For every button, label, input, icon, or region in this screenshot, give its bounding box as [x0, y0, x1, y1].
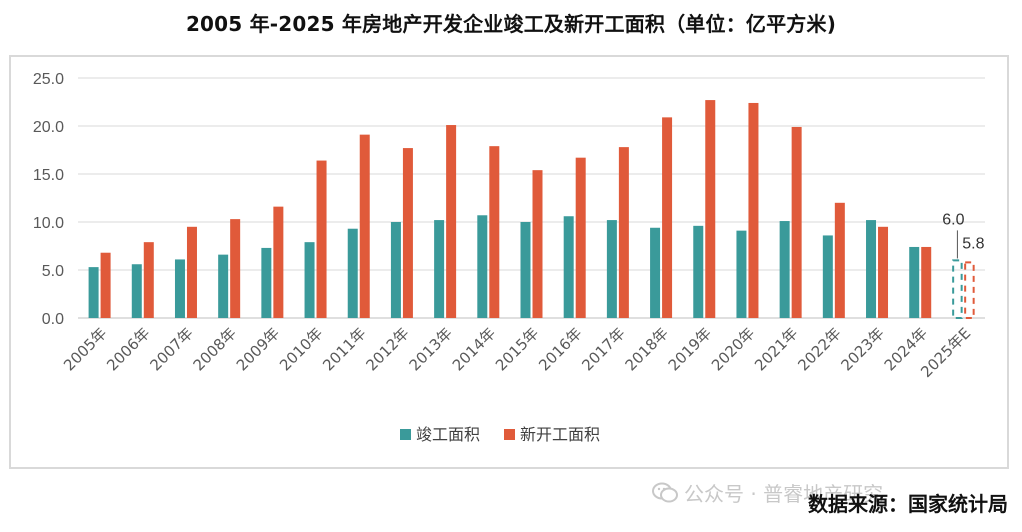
- bar-started: [532, 170, 543, 318]
- x-tick-label: 2022年: [794, 324, 844, 374]
- x-tick-label: 2008年: [190, 324, 240, 374]
- bar-completed: [866, 220, 877, 318]
- x-tick-label: 2010年: [276, 324, 326, 374]
- bar-started: [921, 246, 932, 318]
- x-tick-label: 2017年: [578, 324, 628, 374]
- bar-started: [662, 117, 673, 318]
- bar-completed: [563, 216, 574, 318]
- y-tick-label: 10.0: [33, 215, 64, 232]
- legend-label: 新开工面积: [520, 425, 600, 444]
- bar-completed: [650, 227, 661, 318]
- legend-label: 竣工面积: [416, 425, 480, 444]
- chart-title: 2005 年-2025 年房地产开发企业竣工及新开工面积（单位：亿平方米): [185, 12, 837, 36]
- data-labels: 6.05.8: [942, 211, 985, 259]
- x-tick-label: 2015年: [492, 324, 542, 374]
- x-tick-label: 2016年: [535, 324, 585, 374]
- watermark-text: 公众号 · 普睿地产研究: [684, 482, 884, 506]
- bar-completed: [606, 220, 617, 318]
- bar-started: [186, 226, 197, 318]
- bar-completed: [909, 246, 920, 318]
- bar-started: [230, 219, 241, 318]
- x-axis-ticks: 2005年2006年2007年2008年2009年2010年2011年2012年…: [60, 324, 974, 381]
- gridlines: [78, 77, 985, 319]
- data-label: 5.8: [962, 235, 984, 252]
- bar-completed: [131, 264, 142, 318]
- x-tick-label: 2013年: [406, 324, 456, 374]
- x-tick-label: 2014年: [449, 324, 499, 374]
- bar-completed: [174, 259, 185, 318]
- legend: 竣工面积 新开工面积: [400, 425, 600, 444]
- bar-completed: [434, 220, 445, 318]
- bar-started: [834, 202, 845, 318]
- bar-completed: [779, 221, 790, 318]
- bar-chart: 0.05.010.015.020.025.0 2005年2006年2007年20…: [33, 71, 985, 444]
- bar-started-estimate: [964, 261, 975, 320]
- x-tick-label: 2009年: [233, 324, 283, 374]
- x-tick-label: 2021年: [751, 324, 801, 374]
- bar-started: [705, 100, 716, 318]
- bar-started: [446, 125, 457, 318]
- bar-started: [489, 146, 500, 318]
- legend-swatch-completed: [400, 429, 411, 440]
- y-tick-label: 15.0: [33, 167, 64, 184]
- y-tick-label: 5.0: [42, 263, 64, 280]
- bar-completed: [261, 247, 272, 318]
- bar-started: [618, 147, 629, 318]
- chart-frame: [9, 55, 1009, 469]
- legend-swatch-started: [504, 429, 515, 440]
- bar-completed: [736, 230, 747, 318]
- y-tick-label: 20.0: [33, 119, 64, 136]
- y-axis-ticks: 0.0 5.0 10.0 15.0 20.0 25.0: [33, 71, 64, 328]
- y-tick-label: 25.0: [33, 71, 64, 88]
- x-tick-label: 2007年: [146, 324, 196, 374]
- bar-completed: [477, 215, 488, 318]
- bar-completed: [390, 222, 401, 318]
- bar-completed: [520, 222, 531, 318]
- bars: [88, 100, 975, 320]
- bar-completed: [304, 242, 315, 318]
- watermark: 公众号 · 普睿地产研究: [652, 478, 883, 507]
- bar-completed-estimate: [952, 259, 963, 319]
- bar-started: [359, 134, 370, 318]
- bar-started: [748, 102, 759, 319]
- bar-started: [878, 226, 889, 318]
- x-tick-label: 2012年: [362, 324, 412, 374]
- bar-started: [316, 160, 327, 318]
- x-tick-label: 2011年: [319, 324, 369, 374]
- data-source: 数据来源：国家统计局: [808, 492, 1008, 516]
- x-tick-label: 2023年: [838, 324, 888, 374]
- data-label: 6.0: [942, 211, 964, 228]
- x-tick-label: 2006年: [103, 324, 153, 374]
- bar-started: [143, 242, 154, 318]
- bar-completed: [822, 235, 833, 318]
- bar-started: [575, 157, 586, 318]
- x-tick-label: 2019年: [665, 324, 715, 374]
- bar-completed: [218, 254, 229, 318]
- bar-started: [273, 206, 284, 318]
- bar-started: [100, 252, 111, 318]
- x-tick-label: 2005年: [60, 324, 110, 374]
- wechat-icon: [652, 482, 678, 504]
- bar-completed: [88, 267, 99, 318]
- x-tick-label: 2018年: [622, 324, 672, 374]
- bar-started: [402, 148, 413, 318]
- x-tick-label: 2020年: [708, 324, 758, 374]
- bar-started: [791, 126, 802, 319]
- bar-completed: [347, 228, 358, 318]
- y-tick-label: 0.0: [42, 311, 64, 328]
- bar-completed: [693, 225, 704, 318]
